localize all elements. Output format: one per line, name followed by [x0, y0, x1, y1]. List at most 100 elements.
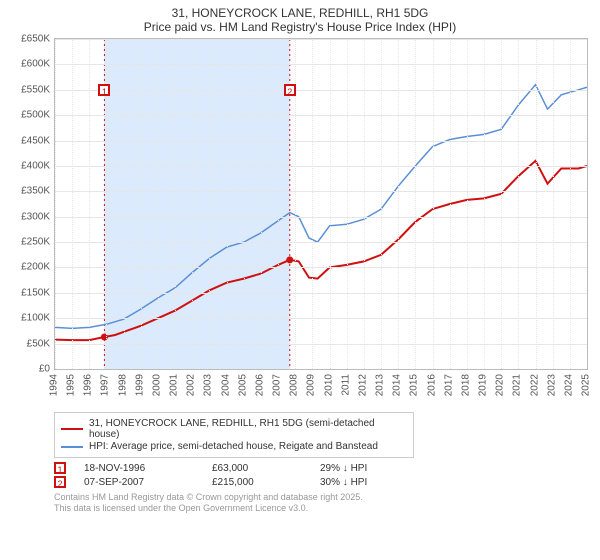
gridline-h [55, 217, 587, 218]
gridline-h [55, 64, 587, 65]
event-marker-2: 2 [54, 476, 66, 488]
series-hpi [55, 85, 587, 329]
gridline-h [55, 39, 587, 40]
x-tick-label: 2013 [375, 374, 386, 396]
gridline-h [55, 267, 587, 268]
x-tick-label: 2004 [220, 374, 231, 396]
y-tick-label: £650K [10, 34, 50, 45]
x-tick-label: 2006 [254, 374, 265, 396]
gridline-v [227, 39, 228, 369]
chart-marker-box: 2 [284, 84, 296, 96]
gridline-v [398, 39, 399, 369]
title-line-2: Price paid vs. HM Land Registry's House … [10, 20, 590, 34]
gridline-v [433, 39, 434, 369]
y-tick-label: £550K [10, 84, 50, 95]
x-tick-label: 2015 [409, 374, 420, 396]
gridline-v [518, 39, 519, 369]
legend-label-1: 31, HONEYCROCK LANE, REDHILL, RH1 5DG (s… [89, 418, 407, 440]
title-block: 31, HONEYCROCK LANE, REDHILL, RH1 5DG Pr… [10, 6, 590, 34]
x-tick-label: 2010 [323, 374, 334, 396]
x-tick-label: 1998 [117, 374, 128, 396]
x-tick-label: 2017 [443, 374, 454, 396]
x-tick-label: 2005 [237, 374, 248, 396]
gridline-v [192, 39, 193, 369]
x-tick-label: 2020 [495, 374, 506, 396]
gridline-v [244, 39, 245, 369]
x-tick-label: 2002 [186, 374, 197, 396]
gridline-v [72, 39, 73, 369]
event-pct-2: 30% ↓ HPI [320, 477, 367, 488]
gridline-h [55, 115, 587, 116]
chart-area: 1 2 £0 £50K £100K £150K £200K £250K £300K £350K £… [10, 38, 592, 408]
x-tick-label: 2024 [563, 374, 574, 396]
x-tick-label: 2022 [529, 374, 540, 396]
gridline-h [55, 369, 587, 370]
gridline-v [278, 39, 279, 369]
y-tick-label: £600K [10, 59, 50, 70]
x-tick-label: 2014 [392, 374, 403, 396]
y-tick-label: £0 [10, 364, 50, 375]
y-tick-label: £50K [10, 338, 50, 349]
y-tick-label: £100K [10, 313, 50, 324]
chart-container: 31, HONEYCROCK LANE, REDHILL, RH1 5DG Pr… [0, 0, 600, 560]
event-row-1: 1 18-NOV-1996 £63,000 29% ↓ HPI [54, 462, 590, 474]
gridline-v [158, 39, 159, 369]
gridline-v [467, 39, 468, 369]
gridline-h [55, 293, 587, 294]
y-tick-label: £200K [10, 262, 50, 273]
event-table: 1 18-NOV-1996 £63,000 29% ↓ HPI 2 07-SEP… [54, 462, 590, 488]
legend-swatch-1 [61, 428, 83, 430]
x-tick-label: 2012 [357, 374, 368, 396]
gridline-v [381, 39, 382, 369]
title-line-1: 31, HONEYCROCK LANE, REDHILL, RH1 5DG [10, 6, 590, 20]
gridline-h [55, 191, 587, 192]
x-tick-label: 1997 [100, 374, 111, 396]
legend-swatch-2 [61, 446, 83, 448]
gridline-h [55, 166, 587, 167]
x-tick-label: 2018 [460, 374, 471, 396]
gridline-v [570, 39, 571, 369]
y-tick-label: £150K [10, 287, 50, 298]
x-tick-label: 2023 [546, 374, 557, 396]
gridline-v [55, 39, 56, 369]
x-tick-label: 2021 [512, 374, 523, 396]
x-tick-label: 2016 [426, 374, 437, 396]
event-date-1: 18-NOV-1996 [84, 463, 194, 474]
x-tick-label: 1996 [83, 374, 94, 396]
y-tick-label: £350K [10, 186, 50, 197]
x-tick-label: 2000 [151, 374, 162, 396]
chart-marker-box: 1 [98, 84, 110, 96]
gridline-v [209, 39, 210, 369]
gridline-v [450, 39, 451, 369]
gridline-v [501, 39, 502, 369]
y-tick-label: £250K [10, 237, 50, 248]
x-tick-label: 2019 [478, 374, 489, 396]
x-tick-label: 2025 [581, 374, 592, 396]
event-price-2: £215,000 [212, 477, 302, 488]
gridline-v [312, 39, 313, 369]
legend-row-2: HPI: Average price, semi-detached house,… [61, 441, 407, 452]
event-price-1: £63,000 [212, 463, 302, 474]
x-tick-label: 2007 [272, 374, 283, 396]
x-tick-label: 2011 [340, 374, 351, 396]
gridline-h [55, 242, 587, 243]
series-svg [55, 39, 587, 369]
footer: Contains HM Land Registry data © Crown c… [54, 492, 590, 515]
gridline-v [175, 39, 176, 369]
gridline-v [536, 39, 537, 369]
gridline-v [330, 39, 331, 369]
y-tick-label: £450K [10, 135, 50, 146]
x-tick-label: 2003 [203, 374, 214, 396]
gridline-v [89, 39, 90, 369]
gridline-h [55, 318, 587, 319]
event-date-2: 07-SEP-2007 [84, 477, 194, 488]
legend: 31, HONEYCROCK LANE, REDHILL, RH1 5DG (s… [54, 412, 414, 458]
y-tick-label: £500K [10, 110, 50, 121]
gridline-v [553, 39, 554, 369]
y-tick-label: £400K [10, 160, 50, 171]
y-tick-label: £300K [10, 211, 50, 222]
footer-line-2: This data is licensed under the Open Gov… [54, 503, 590, 514]
gridline-v [141, 39, 142, 369]
x-tick-label: 2008 [289, 374, 300, 396]
event-marker-1: 1 [54, 462, 66, 474]
